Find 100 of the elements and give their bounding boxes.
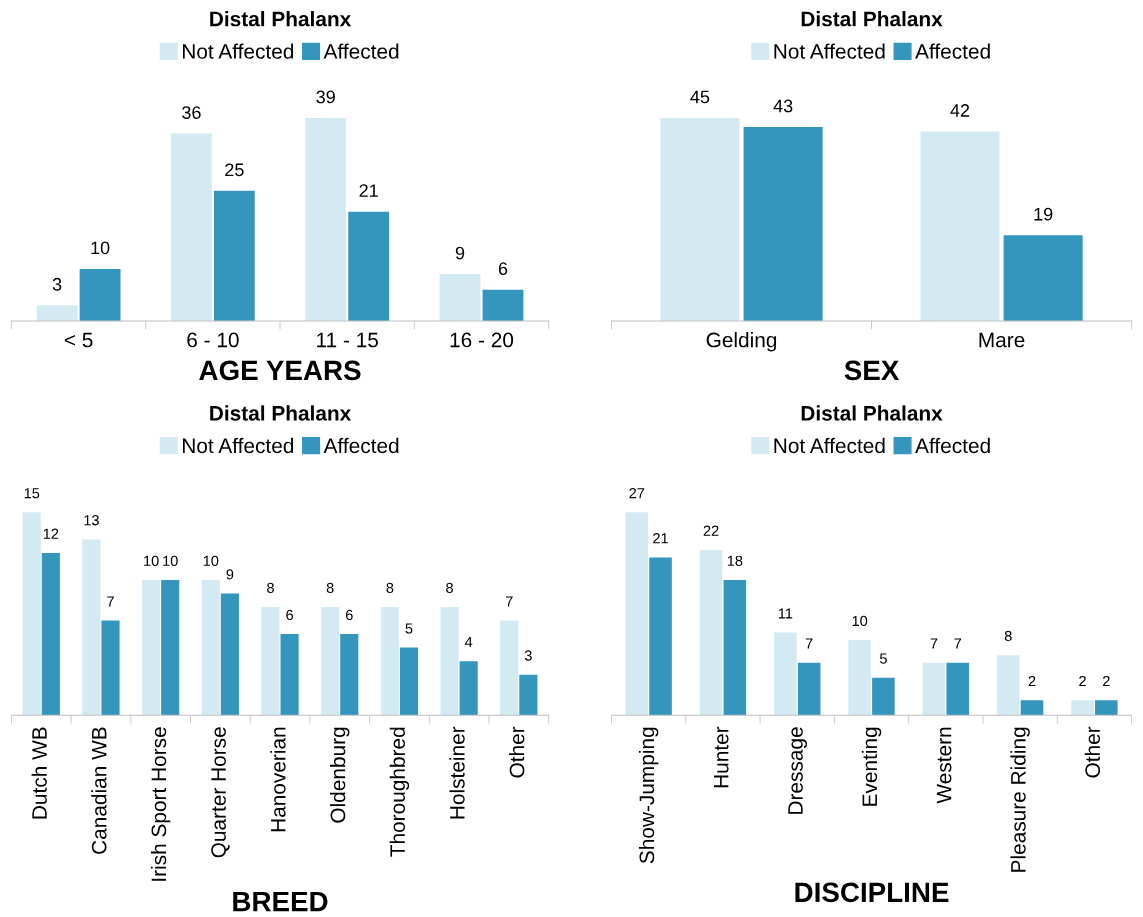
bar xyxy=(1095,700,1118,716)
data-label: 7 xyxy=(954,638,962,649)
x-tick-label: Other xyxy=(1084,726,1101,778)
data-label: 10 xyxy=(203,555,219,566)
bar xyxy=(101,620,120,716)
x-tick-label: Thoroughbred xyxy=(389,727,410,857)
bar xyxy=(201,579,220,716)
bar xyxy=(380,607,399,716)
data-label: 42 xyxy=(950,104,970,117)
data-label: 19 xyxy=(1034,207,1053,221)
bar xyxy=(142,579,161,716)
x-tick-label: Canadian WB xyxy=(91,727,107,854)
data-label: 18 xyxy=(727,555,743,566)
x-tick-label: Quarter Horse xyxy=(211,727,230,858)
data-label: 2 xyxy=(1102,675,1110,687)
bar xyxy=(797,662,821,716)
data-label: 27 xyxy=(629,488,645,499)
bar xyxy=(848,640,871,716)
data-label: 9 xyxy=(455,246,465,260)
x-tick-label: Eventing xyxy=(861,727,882,806)
data-label: 7 xyxy=(107,596,114,607)
bar xyxy=(1003,235,1083,321)
bar xyxy=(1020,700,1044,716)
data-label: 10 xyxy=(852,615,868,627)
data-label: 43 xyxy=(773,99,793,113)
data-label: 8 xyxy=(386,582,394,594)
bar xyxy=(649,557,672,716)
x-tick-label: 16 - 20 xyxy=(450,332,514,348)
bar xyxy=(321,607,340,716)
bar xyxy=(660,118,740,321)
bar xyxy=(743,127,823,321)
bar xyxy=(41,552,60,716)
bar xyxy=(82,539,101,716)
x-tick-label: Western xyxy=(936,727,952,804)
chart-title: Distal Phalanx xyxy=(801,11,943,27)
data-label: 7 xyxy=(505,596,513,607)
x-tick-label: Show-Jumping xyxy=(638,727,659,864)
data-label: 2 xyxy=(1028,675,1036,687)
data-label: 4 xyxy=(464,636,473,647)
bar xyxy=(500,620,519,716)
data-label: 10 xyxy=(163,555,178,566)
bar xyxy=(79,268,121,321)
legend-label: Not Affected xyxy=(182,43,294,59)
data-label: 21 xyxy=(653,533,668,544)
data-label: 15 xyxy=(24,488,40,499)
data-label: 25 xyxy=(225,163,244,177)
x-tick-label: Oldenburg xyxy=(330,727,350,823)
data-label: 8 xyxy=(326,582,334,594)
x-axis-title: DISCIPLINE xyxy=(795,882,949,903)
data-label: 2 xyxy=(1079,675,1086,687)
data-label: 36 xyxy=(182,106,201,119)
bar xyxy=(36,305,78,321)
data-label: 45 xyxy=(690,90,710,104)
data-label: 39 xyxy=(316,90,335,104)
bar xyxy=(439,274,481,321)
x-tick-label: Irish Sport Horse xyxy=(150,727,171,881)
bar xyxy=(922,662,946,716)
x-tick-label: 6 - 10 xyxy=(187,332,239,348)
data-label: 10 xyxy=(144,555,159,566)
data-label: 6 xyxy=(345,609,353,621)
bar xyxy=(774,632,797,716)
chart-title: Distal Phalanx xyxy=(801,405,943,421)
data-label: 10 xyxy=(91,241,110,255)
x-axis-title: AGE YEARS xyxy=(199,360,361,381)
bar xyxy=(920,131,1000,321)
legend-label: Affected xyxy=(323,43,399,59)
bar xyxy=(213,190,255,321)
data-label: 22 xyxy=(703,525,719,536)
bar xyxy=(340,634,359,716)
bar xyxy=(699,549,723,716)
bar xyxy=(946,662,970,716)
bar xyxy=(305,118,347,321)
data-label: 21 xyxy=(359,184,378,197)
bar xyxy=(459,661,478,716)
x-tick-label: Mare xyxy=(979,332,1025,348)
x-tick-label: < 5 xyxy=(64,332,93,348)
bar xyxy=(220,593,239,716)
data-label: 11 xyxy=(778,608,793,619)
data-label: 7 xyxy=(930,638,938,649)
x-tick-label: Dressage xyxy=(788,727,807,814)
data-label: 3 xyxy=(52,277,62,291)
bar xyxy=(280,634,299,716)
legend-label: Not Affected xyxy=(774,437,885,454)
data-label: 3 xyxy=(524,650,532,661)
data-label: 6 xyxy=(498,262,508,276)
data-label: 13 xyxy=(84,515,99,526)
bar xyxy=(399,647,419,716)
bar xyxy=(170,133,212,321)
legend-label: Affected xyxy=(915,43,990,59)
bar xyxy=(482,289,524,321)
x-axis-title: SEX xyxy=(844,360,900,381)
x-tick-label: Gelding xyxy=(706,332,777,352)
data-label: 5 xyxy=(879,653,887,664)
data-label: 8 xyxy=(267,582,274,594)
bar xyxy=(261,607,280,716)
data-label: 5 xyxy=(405,623,413,634)
legend-label: Not Affected xyxy=(774,43,885,59)
bar xyxy=(996,655,1020,716)
bar xyxy=(161,579,180,716)
data-label: 8 xyxy=(446,582,453,594)
